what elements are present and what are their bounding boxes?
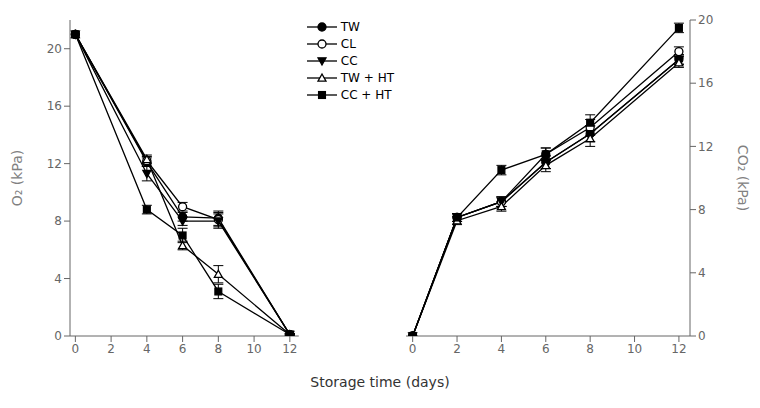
svg-text:8: 8 <box>586 342 594 356</box>
svg-text:2: 2 <box>107 342 115 356</box>
svg-text:16: 16 <box>698 76 713 90</box>
svg-text:10: 10 <box>627 342 642 356</box>
svg-text:4: 4 <box>698 266 706 280</box>
html-text:TW + HT: TW + HT <box>340 71 394 85</box>
svg-text:0: 0 <box>698 329 706 343</box>
svg-text:12: 12 <box>282 342 297 356</box>
svg-text:10: 10 <box>246 342 261 356</box>
html-text:CC + HT: CC + HT <box>340 88 392 102</box>
svg-text:8: 8 <box>698 203 706 217</box>
svg-text:16: 16 <box>47 99 62 113</box>
svg-text:0: 0 <box>72 342 80 356</box>
html-text:Storage time (days): Storage time (days) <box>310 374 450 390</box>
svg-text:12: 12 <box>698 140 713 154</box>
svg-text:12: 12 <box>671 342 686 356</box>
svg-text:6: 6 <box>179 342 187 356</box>
svg-text:2: 2 <box>453 342 461 356</box>
svg-text:O₂ (kPa): O₂ (kPa) <box>9 150 25 207</box>
html-text:CC: CC <box>340 54 358 68</box>
svg-text:4: 4 <box>498 342 506 356</box>
svg-text:4: 4 <box>143 342 151 356</box>
svg-text:20: 20 <box>698 13 713 27</box>
html-text:CL: CL <box>340 37 356 51</box>
svg-text:0: 0 <box>54 329 62 343</box>
svg-text:4: 4 <box>54 272 62 286</box>
svg-text:8: 8 <box>54 214 62 228</box>
svg-text:20: 20 <box>47 42 62 56</box>
svg-text:0: 0 <box>409 342 417 356</box>
svg-text:12: 12 <box>47 157 62 171</box>
html-text:TW: TW <box>340 20 360 34</box>
svg-text:CO₂ (kPa): CO₂ (kPa) <box>735 145 751 211</box>
svg-text:8: 8 <box>215 342 223 356</box>
svg-text:6: 6 <box>542 342 550 356</box>
